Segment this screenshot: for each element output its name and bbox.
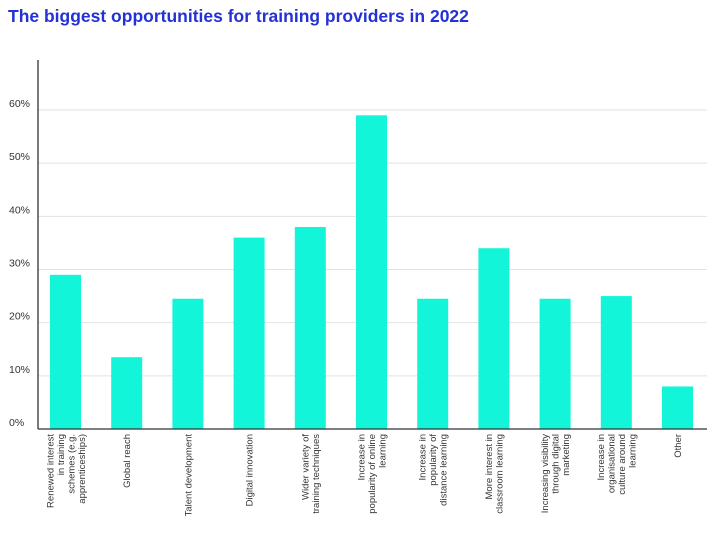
- x-tick-label: Increase in popularity of online learning: [357, 434, 389, 514]
- x-tick-label-line: Wider variety of: [301, 434, 312, 500]
- y-tick-labels: 0% 10% 20% 30% 40% 50% 60%: [9, 98, 30, 429]
- x-tick-label: Increasing visibility through digital mark…: [540, 434, 572, 513]
- y-tick-label: 10%: [9, 364, 30, 376]
- x-tick-label: Increase in popularity of distance learnin…: [418, 434, 450, 506]
- x-tick-label: More interest in classroom learning: [484, 434, 506, 514]
- bar: [233, 237, 265, 429]
- bar: [417, 298, 449, 429]
- x-tick-label: Renewed interest in training schemes (e.g.…: [45, 434, 88, 508]
- x-tick-label-line: popularity of: [428, 434, 439, 486]
- x-tick-label-line: Increasing visibility: [540, 434, 551, 513]
- x-tick-label: Global reach: [122, 434, 133, 488]
- x-tick-label-line: Other: [673, 434, 684, 458]
- x-tick-label-line: classroom learning: [495, 434, 506, 514]
- y-tick-label: 40%: [9, 204, 30, 216]
- y-tick-label: 20%: [9, 311, 30, 323]
- bar: [662, 386, 693, 429]
- bar: [478, 248, 510, 429]
- y-tick-label: 50%: [9, 151, 30, 163]
- x-tick-label-line: marketing: [561, 434, 572, 476]
- bar: [172, 298, 204, 429]
- x-tick-label-line: Global reach: [122, 434, 133, 488]
- x-tick-label: Wider variety of training techniques: [301, 434, 323, 514]
- x-tick-label-line: schemes (e.g.: [66, 434, 77, 494]
- axes: [37, 60, 707, 430]
- x-tick-label-line: Talent development: [183, 434, 194, 517]
- x-tick-label-line: Renewed interest: [45, 434, 56, 508]
- x-tick-label-line: apprenticeships): [77, 434, 88, 504]
- bar: [111, 357, 143, 429]
- x-tick-label-line: organisational: [607, 434, 618, 493]
- x-tick-label-line: in training: [56, 434, 67, 475]
- x-tick-label-line: distance learning: [439, 434, 450, 506]
- bar: [539, 298, 571, 429]
- x-tick-label-line: Digital innovation: [245, 434, 256, 506]
- chart-title: The biggest opportunities for training p…: [8, 6, 469, 26]
- x-tick-label-line: learning: [628, 434, 639, 468]
- bar: [356, 115, 387, 430]
- x-tick-label-line: Increase in: [357, 434, 368, 480]
- x-tick-label-line: culture around: [617, 434, 628, 495]
- x-tick-labels: Renewed interest in training schemes (e.g.…: [45, 434, 684, 517]
- x-tick-label-line: through digital: [551, 434, 562, 494]
- y-tick-label: 0%: [9, 417, 24, 429]
- bar: [600, 296, 632, 429]
- x-tick-label-line: popularity of online: [367, 434, 378, 514]
- x-tick-label-line: Increase in: [418, 434, 429, 480]
- x-tick-label-line: learning: [378, 434, 389, 468]
- x-tick-label: Digital innovation: [245, 434, 256, 506]
- x-tick-label: Increase in organisational culture around l…: [596, 434, 639, 495]
- x-tick-label: Talent development: [183, 434, 194, 517]
- bar: [294, 226, 326, 429]
- y-tick-label: 60%: [9, 98, 30, 110]
- bar: [50, 274, 81, 429]
- bars: [50, 115, 693, 430]
- x-tick-label-line: Increase in: [596, 434, 607, 480]
- x-tick-label-line: training techniques: [311, 434, 322, 514]
- y-tick-label: 30%: [9, 258, 30, 270]
- x-tick-label-line: More interest in: [484, 434, 495, 499]
- x-tick-label: Other: [673, 434, 684, 458]
